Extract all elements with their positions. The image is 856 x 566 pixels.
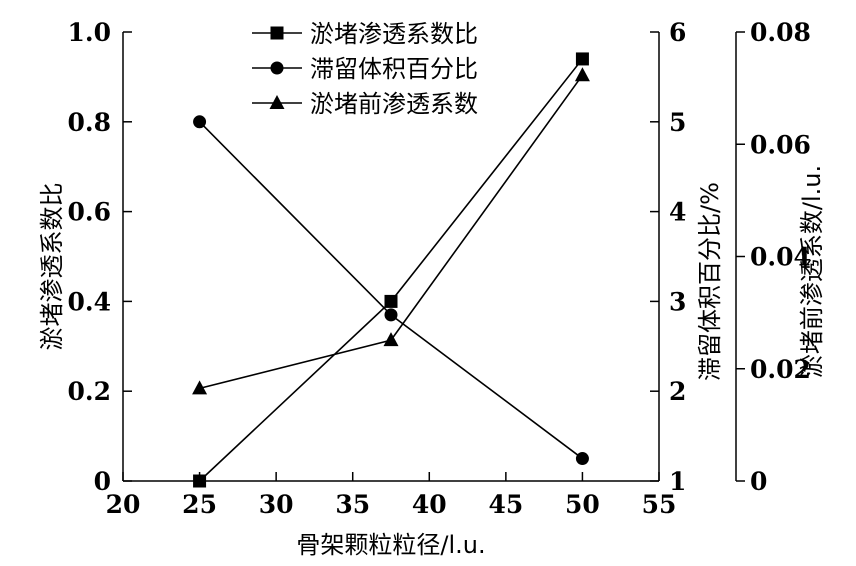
left-tick-label: 0.8 [68,108,112,137]
x-tick-label: 55 [642,490,677,519]
x-tick-label: 45 [488,490,523,519]
right2-tick-label: 0.08 [750,18,811,47]
data-point-circle [575,452,589,466]
data-point-circle [193,115,207,129]
right2-tick-label: 0 [750,467,767,496]
right1-tick-label: 6 [669,18,686,47]
x-tick-label: 30 [259,490,294,519]
series-circle [193,115,589,466]
data-point-triangle [383,332,399,347]
right1-tick-label: 4 [669,198,686,227]
x-tick-label: 50 [565,490,600,519]
left-tick-label: 0.4 [68,287,112,316]
data-point-circle [384,308,398,322]
legend-entry: 淤堵前渗透系数 [252,90,478,118]
right1-tick-label: 1 [669,467,686,496]
legend-label: 淤堵前渗透系数 [310,90,478,118]
legend-entry: 淤堵渗透系数比 [252,20,478,48]
series-line [199,121,583,460]
x-tick-label: 35 [335,490,370,519]
legend-marker-triangle [269,95,285,109]
legend-label: 淤堵渗透系数比 [310,20,478,48]
x-tick-label: 40 [412,490,447,519]
left-tick-label: 0.2 [68,377,112,406]
data-point-triangle [574,67,590,82]
right2-tick-label: 0.02 [750,355,811,384]
right1-tick-label: 5 [669,108,686,137]
axes-layer: 20 25 30 35 40 45 50 5500.20.40.60.81.012345600… [68,18,811,519]
data-point-square [193,474,207,488]
x-tick-label: 25 [182,490,217,519]
x-axis-title: 骨架颗粒粒径/l.u. [296,531,485,559]
series-square [193,52,589,488]
left-tick-label: 0 [94,467,111,496]
data-point-square [575,52,589,66]
right2-tick-label: 0.04 [750,243,811,272]
left-tick-label: 0.6 [68,198,112,227]
right-axis-2-title: 淤堵前渗透系数/l.u. [798,165,826,378]
x-tick-label: 20 [106,490,141,519]
left-axis-title: 淤堵渗透系数比 [38,183,66,351]
left-tick-label: 1.0 [68,18,112,47]
series-triangle [192,67,590,395]
legend-marker-circle [270,61,284,75]
right-axis-1-title: 滞留体积百分比/% [696,182,724,381]
series-layer [192,52,590,488]
legend-marker-square [270,26,284,40]
right2-tick-label: 0.06 [750,130,811,159]
series-line [199,58,584,482]
data-point-square [384,294,398,308]
right1-tick-label: 2 [669,377,686,406]
data-point-triangle [192,380,208,395]
legend-label: 滞留体积百分比 [310,55,478,83]
right1-tick-label: 3 [669,287,686,316]
legend-entry: 滞留体积百分比 [252,55,478,83]
